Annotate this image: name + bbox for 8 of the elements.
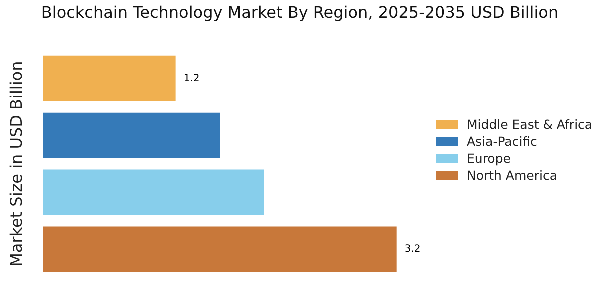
legend-label: North America [467, 168, 558, 183]
legend-label: Europe [467, 151, 511, 166]
y-axis-title: Market Size in USD Billion [6, 61, 26, 267]
legend-label: Middle East & Africa [467, 117, 593, 132]
data-label: 1.2 [184, 73, 200, 84]
legend-label: Asia-Pacific [467, 134, 538, 149]
data-label: 3.2 [404, 244, 421, 256]
chart-title: Blockchain Technology Market By Region, 2025-2035 USD Billion [40, 3, 560, 22]
